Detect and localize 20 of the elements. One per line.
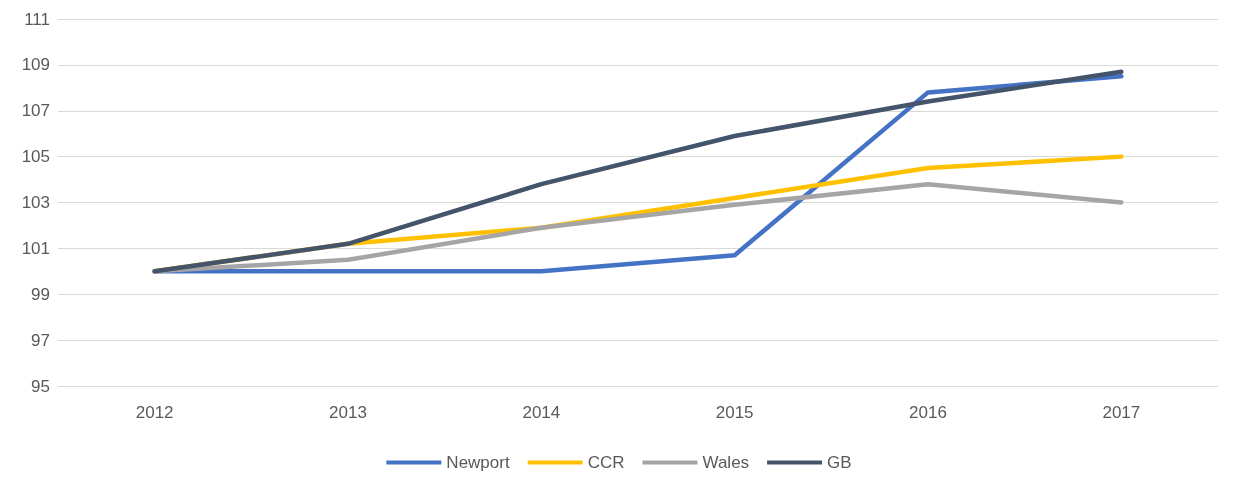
y-tick-label: 101 — [21, 238, 50, 258]
x-tick-label: 2012 — [135, 403, 174, 422]
y-tick-label: 105 — [21, 147, 50, 167]
x-tick-label: 2013 — [329, 403, 367, 422]
y-tick-label: 99 — [31, 284, 50, 304]
y-tick-label: 97 — [31, 330, 50, 350]
y-tick-label: 107 — [21, 101, 50, 121]
legend-label: CCR — [587, 453, 625, 472]
line-series — [152, 181, 1124, 274]
x-tick-label: 2015 — [715, 403, 754, 422]
y-tick-label: 111 — [24, 9, 50, 29]
y-tick-label: 109 — [21, 55, 50, 75]
x-tick-label: 2017 — [1102, 403, 1141, 422]
legend-label: Wales — [702, 453, 750, 472]
y-tick-label: 95 — [31, 376, 50, 396]
x-tick-label: 2014 — [522, 403, 561, 422]
x-tick-label: 2016 — [909, 403, 947, 422]
legend-label: GB — [827, 453, 852, 472]
legend-label: Newport — [446, 453, 510, 472]
y-tick-label: 103 — [21, 193, 50, 212]
